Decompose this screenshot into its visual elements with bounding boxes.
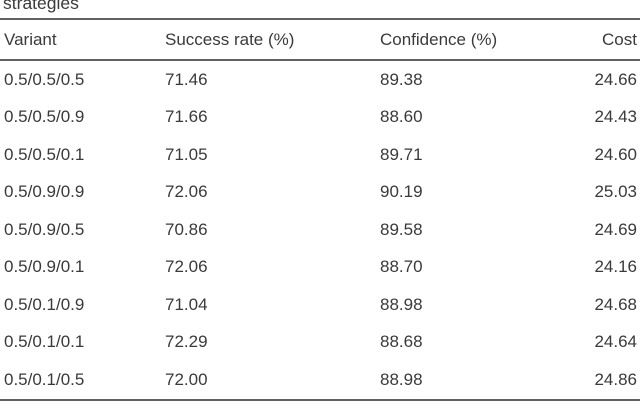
variant-cell: 0.5/0.1/0.9	[4, 294, 85, 314]
cost-cell: 24.86	[552, 361, 640, 401]
cost-cell: 24.60	[594, 144, 637, 164]
confidence-cell: 89.38	[380, 69, 423, 89]
confidence-cell: 88.68	[380, 332, 423, 352]
variant-cell: 0.5/0.9/0.5	[4, 219, 85, 239]
variant-cell: 0.5/0.9/0.9	[4, 182, 85, 202]
table-row: 0.5/0.1/0.9 71.04 88.98 24.68	[0, 286, 640, 324]
variant-cell: 0.5/0.5/0.5	[4, 69, 85, 89]
cost-cell: 24.69	[594, 219, 637, 239]
column-header-success-rate: Success rate (%)	[161, 19, 376, 61]
variant-cell: 0.5/0.1/0.1	[4, 332, 85, 352]
cost-cell: 24.64	[594, 332, 637, 352]
success-rate-cell: 72.06	[165, 182, 208, 202]
success-rate-cell: 71.04	[165, 294, 208, 314]
results-table: Variant Success rate (%) Confidence (%) …	[0, 18, 640, 401]
table-row: 0.5/0.9/0.9 72.06 90.19 25.03	[0, 174, 640, 212]
success-rate-cell: 71.46	[165, 69, 208, 89]
success-rate-cell: 72.00	[161, 361, 376, 401]
table-row: 0.5/0.5/0.5 71.46 89.38 24.66	[0, 60, 640, 99]
table-row: 0.5/0.1/0.1 72.29 88.68 24.64	[0, 324, 640, 362]
table-row: 0.5/0.5/0.1 71.05 89.71 24.60	[0, 136, 640, 174]
table-row: 0.5/0.9/0.1 72.06 88.70 24.16	[0, 249, 640, 287]
cost-cell: 24.66	[594, 69, 637, 89]
variant-cell: 0.5/0.5/0.1	[4, 144, 85, 164]
table-caption-fragment: strategies	[3, 0, 79, 13]
table-row: 0.5/0.5/0.9 71.66 88.60 24.43	[0, 99, 640, 137]
variant-cell: 0.5/0.9/0.1	[4, 257, 85, 277]
success-rate-cell: 70.86	[165, 219, 208, 239]
variant-cell: 0.5/0.1/0.5	[0, 361, 161, 401]
column-header-variant: Variant	[0, 19, 161, 61]
column-header-cost: Cost	[552, 19, 640, 61]
table-row: 0.5/0.1/0.5 72.00 88.98 24.86	[0, 361, 640, 401]
confidence-cell: 88.98	[376, 361, 552, 401]
table-header-row: Variant Success rate (%) Confidence (%) …	[0, 19, 640, 61]
cost-cell: 24.16	[594, 257, 637, 277]
confidence-cell: 90.19	[380, 182, 423, 202]
confidence-cell: 88.98	[380, 294, 423, 314]
table-row: 0.5/0.9/0.5 70.86 89.58 24.69	[0, 211, 640, 249]
confidence-cell: 88.70	[380, 257, 423, 277]
confidence-cell: 88.60	[380, 107, 423, 127]
success-rate-cell: 71.66	[165, 107, 208, 127]
success-rate-cell: 72.06	[165, 257, 208, 277]
cost-cell: 24.68	[594, 294, 637, 314]
success-rate-cell: 72.29	[165, 332, 208, 352]
column-header-confidence: Confidence (%)	[376, 19, 552, 61]
confidence-cell: 89.71	[380, 144, 423, 164]
cost-cell: 24.43	[594, 107, 637, 127]
variant-cell: 0.5/0.5/0.9	[4, 107, 85, 127]
cost-cell: 25.03	[594, 182, 637, 202]
success-rate-cell: 71.05	[165, 144, 208, 164]
confidence-cell: 89.58	[380, 219, 423, 239]
